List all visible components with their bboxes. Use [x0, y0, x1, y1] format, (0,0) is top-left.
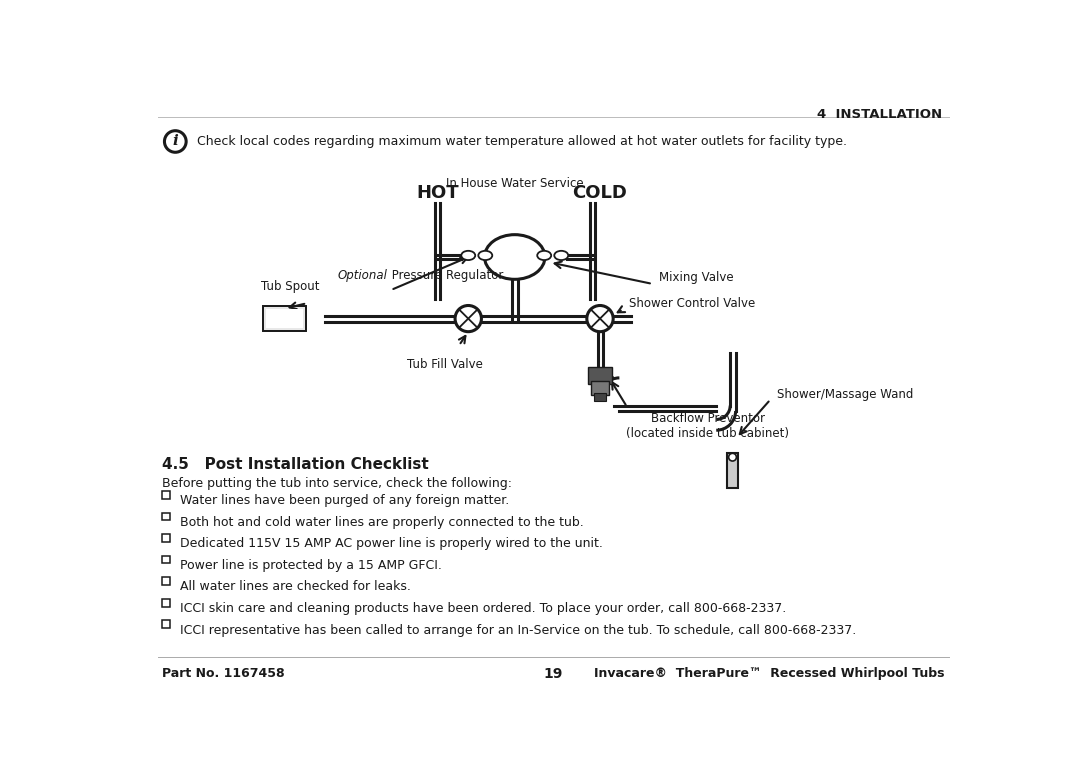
Bar: [594, 393, 606, 401]
Ellipse shape: [554, 251, 568, 260]
Text: HOT: HOT: [416, 184, 459, 202]
Text: ICCI skin care and cleaning products have been ordered. To place your order, cal: ICCI skin care and cleaning products hav…: [180, 602, 786, 615]
Text: Invacare®  TheraPure™  Recessed Whirlpool Tubs: Invacare® TheraPure™ Recessed Whirlpool …: [594, 667, 945, 680]
Circle shape: [586, 306, 613, 331]
Text: In House Water Service: In House Water Service: [446, 177, 583, 190]
Circle shape: [455, 306, 482, 331]
Text: Pressure Regulator: Pressure Regulator: [389, 270, 503, 283]
Bar: [162, 534, 170, 542]
Bar: [267, 309, 302, 328]
Bar: [264, 306, 306, 331]
Text: COLD: COLD: [572, 184, 627, 202]
Bar: [727, 453, 738, 488]
Bar: [162, 620, 170, 628]
Text: Shower/Massage Wand: Shower/Massage Wand: [777, 389, 913, 402]
Text: Tub Fill Valve: Tub Fill Valve: [407, 358, 483, 371]
Text: Shower Control Valve: Shower Control Valve: [630, 297, 756, 310]
Bar: [162, 555, 170, 563]
Text: Before putting the tub into service, check the following:: Before putting the tub into service, che…: [162, 477, 512, 490]
Bar: [591, 381, 609, 395]
Text: 19: 19: [544, 667, 563, 680]
Bar: [162, 599, 170, 607]
Text: 4  INSTALLATION: 4 INSTALLATION: [818, 108, 943, 121]
Text: i: i: [173, 134, 178, 149]
Circle shape: [729, 453, 737, 461]
Text: Both hot and cold water lines are properly connected to the tub.: Both hot and cold water lines are proper…: [180, 516, 583, 529]
Ellipse shape: [478, 251, 492, 260]
Bar: [264, 306, 306, 331]
Text: Water lines have been purged of any foreign matter.: Water lines have been purged of any fore…: [180, 494, 509, 507]
Ellipse shape: [537, 251, 551, 260]
Text: Backflow Preventor
(located inside tub cabinet): Backflow Preventor (located inside tub c…: [626, 411, 789, 440]
Text: Dedicated 115V 15 AMP AC power line is properly wired to the unit.: Dedicated 115V 15 AMP AC power line is p…: [180, 537, 603, 550]
Bar: [588, 367, 612, 384]
Text: Optional: Optional: [338, 270, 388, 283]
Text: 4.5   Post Installation Checklist: 4.5 Post Installation Checklist: [162, 457, 429, 472]
Text: Part No. 1167458: Part No. 1167458: [162, 667, 285, 680]
Ellipse shape: [485, 235, 545, 280]
Text: Tub Spout: Tub Spout: [261, 280, 320, 293]
Text: ICCI representative has been called to arrange for an In-Service on the tub. To : ICCI representative has been called to a…: [180, 623, 856, 636]
Text: Check local codes regarding maximum water temperature allowed at hot water outle: Check local codes regarding maximum wate…: [197, 136, 847, 149]
Bar: [162, 578, 170, 585]
Bar: [162, 491, 170, 499]
Ellipse shape: [461, 251, 475, 260]
Bar: [162, 513, 170, 520]
Text: Power line is protected by a 15 AMP GFCI.: Power line is protected by a 15 AMP GFCI…: [180, 559, 442, 572]
Text: Mixing Valve: Mixing Valve: [659, 271, 733, 284]
Text: All water lines are checked for leaks.: All water lines are checked for leaks.: [180, 581, 410, 594]
